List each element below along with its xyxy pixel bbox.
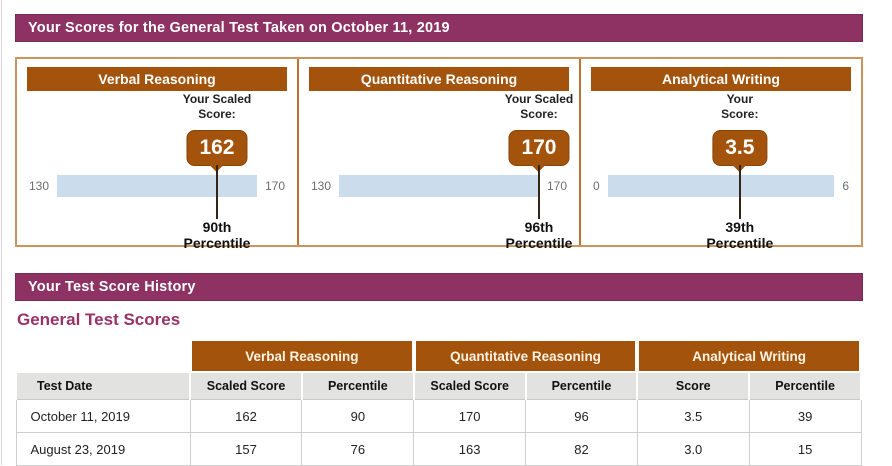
scale-max-label: 6: [842, 179, 849, 193]
panel-title-analytical: Analytical Writing: [591, 67, 851, 91]
score-caption: Your Scaled Score:: [183, 92, 251, 123]
percentile-value: 96th: [524, 219, 554, 235]
column-header-aw-percentile: Percentile: [748, 371, 862, 400]
percentile-word: Percentile: [706, 235, 774, 252]
cell-verbal-percentile: 76: [301, 432, 415, 466]
scores-header-title: Your Scores for the General Test Taken o…: [28, 20, 450, 36]
cell-aw-score: 3.5: [636, 399, 750, 433]
scale-min-label: 130: [29, 179, 50, 193]
scale-min-label: 0: [593, 179, 600, 193]
column-header-aw-score: Score: [636, 371, 751, 400]
group-header-analytical: Analytical Writing: [635, 341, 863, 372]
score-history-table: Verbal Reasoning Quantitative Reasoning …: [14, 341, 863, 466]
scale-max-label: 170: [264, 179, 285, 193]
scores-header-bar: Your Scores for the General Test Taken o…: [15, 14, 863, 42]
page-edge-line: [1, 0, 2, 465]
cell-quant-percentile: 96: [525, 399, 638, 433]
cell-verbal-percentile: 90: [301, 399, 415, 433]
history-header-title: Your Test Score History: [28, 279, 196, 295]
score-badge: 162: [186, 130, 248, 166]
column-header-verbal-percentile: Percentile: [300, 371, 415, 400]
cell-quant-scaled: 163: [413, 432, 527, 466]
score-scale-track: Your Scaled Score: 170 96th Percentile: [339, 92, 573, 251]
table-row: October 11, 2019 162 90 170 96 3.5 39: [15, 399, 862, 433]
percentile-word: Percentile: [505, 235, 573, 252]
score-caption-line1: Your: [726, 91, 754, 106]
group-header-verbal: Verbal Reasoning: [188, 341, 416, 372]
panel-body-verbal: 130 Your Scaled Score: 162 90th Percenti…: [27, 91, 287, 251]
cell-test-date: October 11, 2019: [15, 399, 191, 433]
score-caption-line1: Your Scaled: [182, 91, 252, 106]
score-scale-row: 130 Your Scaled Score: 162 90th Percenti…: [29, 92, 285, 251]
percentile-label: 90th Percentile: [184, 219, 251, 251]
score-caption-line2: Score:: [520, 107, 558, 122]
column-header-quant-percentile: Percentile: [524, 371, 639, 400]
score-caption: Your Score:: [721, 92, 758, 123]
score-panels-container: Verbal Reasoning 130 Your Scaled Score: …: [15, 57, 863, 251]
general-test-scores-title: General Test Scores: [17, 310, 181, 329]
score-marker-line: [215, 165, 218, 219]
score-caption-line2: Score:: [721, 107, 759, 122]
panel-body-analytical: 0 Your Score: 3.5 39th Percentile 6: [591, 91, 851, 251]
column-header-quant-scaled: Scaled Score: [412, 371, 527, 400]
score-caption-line1: Your Scaled: [504, 91, 574, 106]
group-header-quantitative: Quantitative Reasoning: [411, 341, 640, 372]
score-caption: Your Scaled Score:: [505, 92, 573, 123]
score-marker-line: [537, 165, 540, 219]
cell-verbal-scaled: 162: [189, 399, 303, 433]
history-header-bar: Your Test Score History: [15, 273, 863, 301]
column-header-verbal-scaled: Scaled Score: [189, 371, 303, 400]
score-marker-line: [738, 165, 741, 219]
cell-test-date: August 23, 2019: [15, 432, 191, 466]
scale-max-label: 170: [546, 179, 567, 193]
panel-title-verbal: Verbal Reasoning: [27, 67, 287, 91]
score-badge: 3.5: [712, 130, 768, 166]
percentile-label: 39th Percentile: [706, 219, 773, 251]
table-corner-cell: [16, 341, 191, 372]
cell-verbal-scaled: 157: [189, 432, 303, 466]
score-scale-track: Your Scaled Score: 162 90th Percentile: [57, 92, 257, 251]
cell-quant-scaled: 170: [413, 399, 527, 433]
score-scale-row: 130 Your Scaled Score: 170 96th Percenti…: [311, 92, 573, 251]
panel-quantitative-reasoning: Quantitative Reasoning 130 Your Scaled S…: [297, 59, 579, 251]
panel-verbal-reasoning: Verbal Reasoning 130 Your Scaled Score: …: [17, 59, 297, 251]
panel-analytical-writing: Analytical Writing 0 Your Score: 3.5 39t…: [579, 59, 861, 251]
cell-quant-percentile: 82: [525, 432, 638, 466]
score-caption-line2: Score:: [198, 107, 236, 122]
cell-aw-percentile: 15: [748, 432, 862, 466]
percentile-word: Percentile: [183, 235, 251, 252]
score-scale-track: Your Score: 3.5 39th Percentile: [607, 92, 835, 251]
cell-aw-score: 3.0: [636, 432, 750, 466]
panel-body-quantitative: 130 Your Scaled Score: 170 96th Percenti…: [309, 91, 573, 251]
score-scale-row: 0 Your Score: 3.5 39th Percentile 6: [593, 92, 849, 251]
score-badge: 170: [508, 130, 570, 166]
column-header-test-date: Test Date: [14, 371, 192, 400]
panel-title-quantitative: Quantitative Reasoning: [309, 67, 569, 91]
percentile-value: 39th: [725, 219, 755, 235]
table-subheader-row: Test Date Scaled Score Percentile Scaled…: [14, 371, 862, 400]
table-group-header-row: Verbal Reasoning Quantitative Reasoning …: [16, 341, 863, 372]
table-row: August 23, 2019 157 76 163 82 3.0 15: [15, 432, 862, 466]
percentile-value: 90th: [202, 219, 232, 235]
percentile-label: 96th Percentile: [506, 219, 573, 251]
scale-min-label: 130: [311, 179, 332, 193]
cell-aw-percentile: 39: [748, 399, 862, 433]
